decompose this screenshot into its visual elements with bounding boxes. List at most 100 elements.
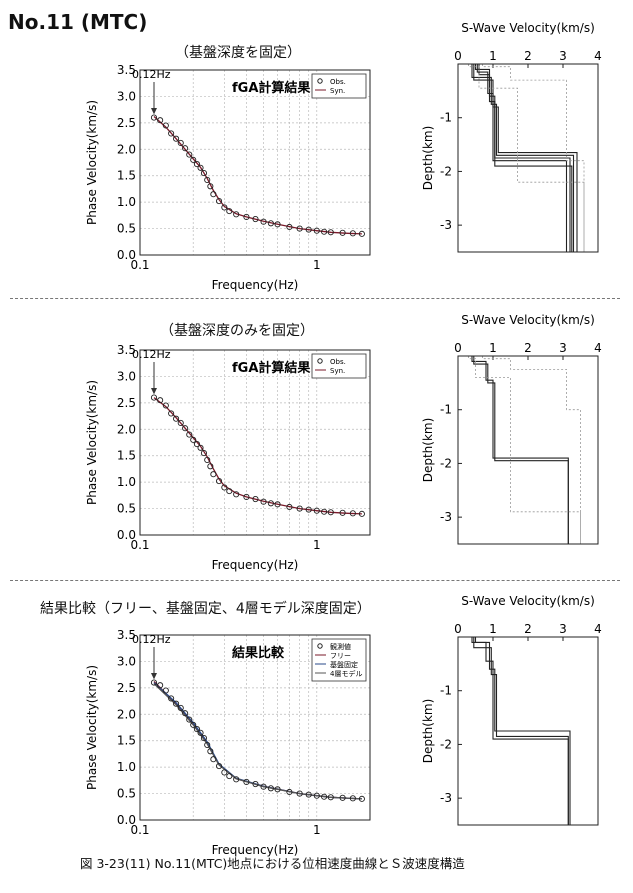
y-tick-label: 0.0 <box>117 528 136 542</box>
figure-title: fGA計算結果 <box>232 360 310 376</box>
y-tick-label: 3.0 <box>117 89 136 103</box>
x-tick-label: 0.1 <box>130 258 149 272</box>
observed-point <box>233 776 240 783</box>
y-tick-label: 2.0 <box>117 707 136 721</box>
y-tick-label: -1 <box>440 111 452 125</box>
x-tick-label: 0.1 <box>130 823 149 837</box>
vs-range-profile <box>468 356 581 544</box>
figure-caption: 図 3-23(11) No.11(MTC)地点における位相速度曲線とＳ波速度構造 <box>80 856 465 871</box>
observed-point <box>286 503 293 511</box>
observed-point <box>327 509 334 516</box>
observed-point <box>210 756 217 763</box>
vs-chart-title: S-Wave Velocity(km/s) <box>461 313 595 327</box>
vs-profile <box>473 64 578 252</box>
x-tick-label: 1 <box>489 49 497 63</box>
observed-point <box>182 145 189 152</box>
y-tick-label: 2.0 <box>117 422 136 436</box>
observed-point <box>349 795 356 802</box>
observed-point <box>296 505 303 512</box>
observed-point <box>186 716 193 723</box>
y-tick-label: 1.5 <box>117 169 136 183</box>
annotation-arrowhead <box>150 388 157 395</box>
plot-frame <box>139 69 371 256</box>
observed-point <box>252 216 259 223</box>
observed-point <box>327 229 334 236</box>
x-tick-label: 2 <box>524 49 532 63</box>
legend-label: 4層モデル <box>330 669 362 678</box>
y-tick-label: 3.5 <box>117 63 136 77</box>
y-tick-label: 0.0 <box>117 248 136 262</box>
y-tick-label: -2 <box>440 456 452 470</box>
legend-label: 基盤固定 <box>330 660 358 669</box>
vs-profile <box>473 356 569 544</box>
phase-velocity-chart-2: 0.0 0.5 1.0 1.5 2.0 2.5 3.0 3.5 0.1 1 Frequency(Hz… <box>85 343 371 572</box>
s-wave-velocity-chart-2: S-Wave Velocity(km/s) 0 1 2 3 4 -1 -2 -3 Depth(km… <box>421 313 602 545</box>
observed-point <box>193 726 201 733</box>
y-tick-label: 0.5 <box>117 502 136 516</box>
observed-point <box>157 682 164 689</box>
legend-label: フリー <box>330 652 351 660</box>
vs-range-profile <box>468 64 585 252</box>
frequency-annotation: 0.12Hz <box>132 68 171 81</box>
frequency-annotation: 0.12Hz <box>132 348 171 361</box>
observed-point <box>215 763 223 770</box>
legend-box <box>311 353 367 379</box>
observed-point <box>267 220 274 227</box>
y-tick-label: 0.5 <box>117 222 136 236</box>
observed-point <box>215 478 223 485</box>
vs-profile <box>478 64 573 252</box>
observed-point <box>207 748 214 755</box>
page-title: No.11 (MTC) <box>8 10 148 34</box>
x-tick-label: 2 <box>524 622 532 636</box>
frequency-annotation: 0.12Hz <box>132 633 171 646</box>
synthetic-curve <box>153 116 362 235</box>
observed-point <box>150 114 158 121</box>
observed-point <box>260 218 267 225</box>
vs-profile <box>473 637 569 825</box>
observed-point <box>313 227 320 234</box>
observed-point <box>186 151 193 158</box>
y-tick-label: 0.0 <box>117 813 136 827</box>
x-tick-label: 0.1 <box>130 538 149 552</box>
observed-point <box>305 791 312 798</box>
legend-label: 観測値 <box>330 642 351 651</box>
y-tick-label: 3.0 <box>117 369 136 383</box>
observed-point <box>252 496 259 503</box>
observed-point <box>243 213 250 220</box>
observed-point <box>207 463 214 470</box>
synthetic-curve <box>153 681 362 800</box>
observed-point <box>197 444 204 451</box>
observed-point <box>321 228 328 235</box>
y-axis-label: Phase Velocity(km/s) <box>85 380 99 505</box>
observed-point <box>252 781 259 788</box>
vs-chart-title: S-Wave Velocity(km/s) <box>461 21 595 35</box>
observed-point <box>267 500 274 507</box>
y-tick-label: 1.0 <box>117 195 136 209</box>
observed-point <box>150 679 158 686</box>
synthetic-curve <box>153 397 362 515</box>
observed-point <box>197 729 204 736</box>
observed-point <box>267 785 274 792</box>
observed-point <box>200 170 207 177</box>
x-tick-label: 1 <box>313 258 321 272</box>
x-tick-label: 1 <box>313 538 321 552</box>
observed-point <box>339 229 346 236</box>
observed-point <box>193 441 201 448</box>
observed-point <box>233 211 240 218</box>
observed-point <box>358 795 365 802</box>
observed-point <box>168 410 175 417</box>
legend-label: Syn. <box>330 87 345 95</box>
x-tick-label: 3 <box>559 341 567 355</box>
x-tick-label: 0 <box>454 622 462 636</box>
observed-point <box>200 450 207 457</box>
observed-point <box>339 794 346 801</box>
y-tick-label: 0.5 <box>117 787 136 801</box>
legend-marker <box>317 358 323 364</box>
y-axis-label: Depth(km) <box>421 699 435 764</box>
observed-point <box>177 704 184 711</box>
legend-box <box>311 73 367 99</box>
observed-point <box>200 735 207 742</box>
observed-point <box>274 221 281 228</box>
observed-point <box>260 783 267 790</box>
observed-point <box>221 769 228 776</box>
